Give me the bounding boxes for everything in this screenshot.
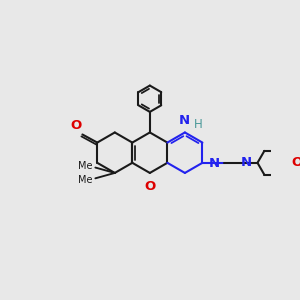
Text: O: O — [71, 119, 82, 132]
Text: N: N — [240, 156, 251, 169]
Text: O: O — [291, 156, 300, 169]
Text: N: N — [179, 113, 190, 127]
Text: Me: Me — [78, 175, 92, 185]
Text: H: H — [194, 118, 203, 131]
Text: O: O — [144, 181, 155, 194]
Text: Me: Me — [78, 161, 92, 171]
Text: N: N — [208, 157, 220, 170]
